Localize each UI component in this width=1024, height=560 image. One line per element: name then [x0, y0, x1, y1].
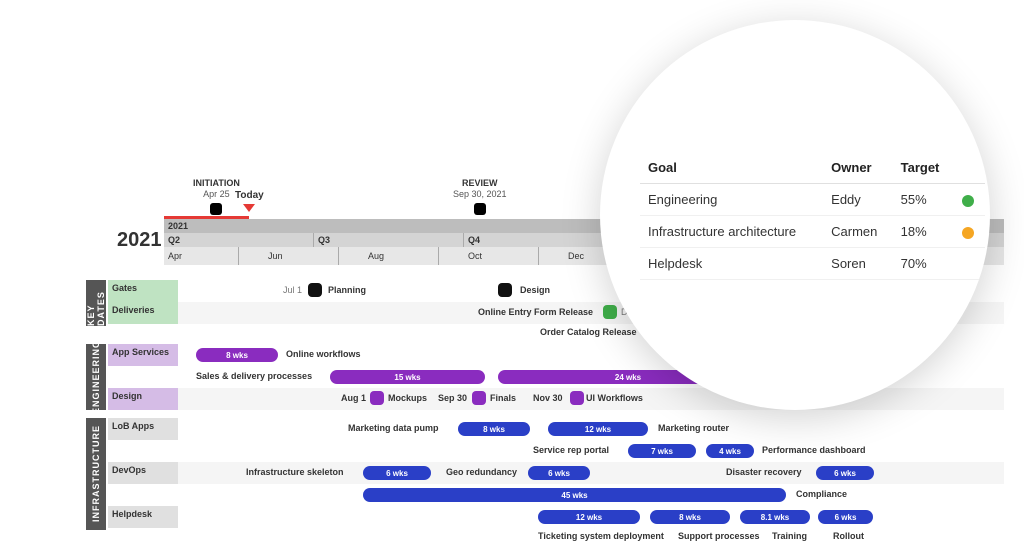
task-label: Finals — [490, 393, 516, 403]
goal-row[interactable]: EngineeringEddy55% — [640, 184, 985, 216]
header-cell: Oct — [464, 247, 539, 265]
task-label: Service rep portal — [533, 445, 609, 455]
goal-summary-card: GoalOwnerTarget EngineeringEddy55%Infras… — [600, 20, 990, 410]
task-label: Marketing router — [658, 423, 729, 433]
task-label: Nov 30 — [533, 393, 563, 403]
task-bar[interactable]: 8 wks — [458, 422, 530, 436]
task-label: Geo redundancy — [446, 467, 517, 477]
goal-row[interactable]: HelpdeskSoren70% — [640, 248, 985, 280]
milestone-dot[interactable] — [603, 305, 617, 319]
section-tab: KEY DATES — [86, 280, 106, 326]
goal-cell: Helpdesk — [640, 248, 823, 280]
task-label: Online workflows — [286, 349, 361, 359]
row-label: Design — [108, 388, 178, 410]
goal-col-header: Goal — [640, 150, 823, 184]
task-label: Design — [520, 285, 550, 295]
task-label: Infrastructure skeleton — [246, 467, 344, 477]
task-label: Sales & delivery processes — [196, 371, 312, 381]
target-cell: 18% — [893, 216, 954, 248]
task-bar[interactable]: 6 wks — [816, 466, 874, 480]
target-cell: 55% — [893, 184, 954, 216]
header-cell: Aug — [364, 247, 439, 265]
milestone-dot[interactable] — [498, 283, 512, 297]
task-bar[interactable]: 7 wks — [628, 444, 696, 458]
status-dot — [954, 184, 985, 216]
owner-cell: Carmen — [823, 216, 892, 248]
status-dot — [954, 216, 985, 248]
header-cell: Jun — [264, 247, 339, 265]
milestone-marker: INITIATIONApr 25 — [193, 178, 240, 215]
goal-table: GoalOwnerTarget EngineeringEddy55%Infras… — [640, 150, 985, 280]
owner-cell: Soren — [823, 248, 892, 280]
task-label: Online Entry Form Release — [478, 307, 593, 317]
owner-cell: Eddy — [823, 184, 892, 216]
task-label: Disaster recovery — [726, 467, 802, 477]
task-label: Aug 1 — [341, 393, 366, 403]
goal-col-header: Target — [893, 150, 954, 184]
milestone-dot[interactable] — [370, 391, 384, 405]
header-cell: Apr — [164, 247, 239, 265]
task-label: Sep 30 — [438, 393, 467, 403]
task-bar[interactable]: 8 wks — [196, 348, 278, 362]
goal-col-header: Owner — [823, 150, 892, 184]
today-marker: Today — [235, 190, 264, 212]
goal-cell: Engineering — [640, 184, 823, 216]
task-bar[interactable]: 12 wks — [548, 422, 648, 436]
task-label: Planning — [328, 285, 366, 295]
task-label: Order Catalog Release — [540, 327, 637, 337]
section-tab: ENGINEERING — [86, 344, 106, 410]
task-label: Rollout — [833, 531, 864, 541]
milestone-dot[interactable] — [472, 391, 486, 405]
task-bar[interactable]: 8 wks — [650, 510, 730, 524]
row-label: App Services — [108, 344, 178, 366]
row-label: Gates — [108, 280, 178, 302]
year-label: 2021 — [117, 229, 162, 252]
task-bar[interactable]: 15 wks — [330, 370, 485, 384]
header-cell: Q3 — [314, 233, 464, 247]
task-label: Performance dashboard — [762, 445, 866, 455]
task-bar[interactable]: 12 wks — [538, 510, 640, 524]
task-label: Training — [772, 531, 807, 541]
goal-cell: Infrastructure architecture — [640, 216, 823, 248]
task-label: Marketing data pump — [348, 423, 439, 433]
header-cell: Q4 — [464, 233, 614, 247]
roadmap-canvas: 2021 INITIATIONApr 25 REVIEWSep 30, 2021 T… — [0, 0, 1024, 560]
task-bar[interactable]: 6 wks — [363, 466, 431, 480]
target-cell: 70% — [893, 248, 954, 280]
task-bar[interactable]: 4 wks — [706, 444, 754, 458]
goal-row[interactable]: Infrastructure architectureCarmen18% — [640, 216, 985, 248]
task-bar[interactable]: 6 wks — [818, 510, 873, 524]
milestone-marker: REVIEWSep 30, 2021 — [453, 178, 507, 215]
task-bar[interactable]: 6 wks — [528, 466, 590, 480]
task-date: Jul 1 — [283, 285, 302, 295]
task-label: Compliance — [796, 489, 847, 499]
task-label: Ticketing system deployment — [538, 531, 664, 541]
row-label: LoB Apps — [108, 418, 178, 440]
milestone-dot[interactable] — [570, 391, 584, 405]
row-label: Deliveries — [108, 302, 178, 324]
status-dot — [954, 248, 985, 280]
milestone-dot[interactable] — [308, 283, 322, 297]
task-label: Support processes — [678, 531, 760, 541]
task-label: UI Workflows — [586, 393, 643, 403]
row-label: DevOps — [108, 462, 178, 484]
task-bar[interactable]: 45 wks — [363, 488, 786, 502]
row-label: Helpdesk — [108, 506, 178, 528]
task-label: Mockups — [388, 393, 427, 403]
task-bar[interactable]: 8.1 wks — [740, 510, 810, 524]
section-tab: INFRASTRUCTURE — [86, 418, 106, 530]
header-cell: Q2 — [164, 233, 314, 247]
